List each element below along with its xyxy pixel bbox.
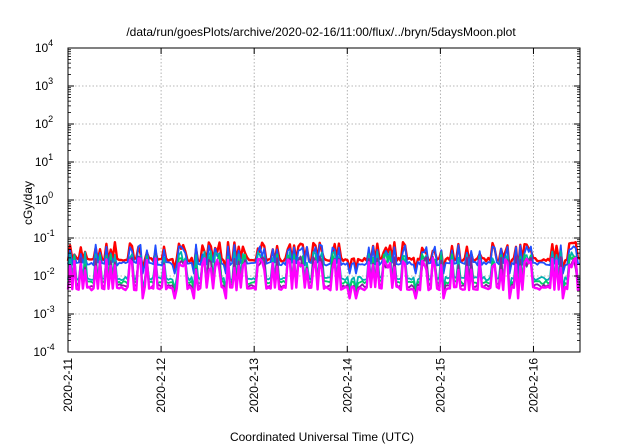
y-tick-label: 10-4	[33, 342, 54, 359]
y-tick-label: 10-2	[33, 266, 54, 283]
x-axis-label: Coordinated Universal Time (UTC)	[230, 430, 414, 444]
y-tick-label: 10-1	[33, 228, 54, 245]
y-tick-label: 100	[35, 190, 53, 207]
series-line-6	[66, 256, 581, 300]
series-line-2	[67, 243, 581, 275]
plot-frame	[67, 47, 581, 353]
x-tick-label: 2020-2-14	[340, 358, 354, 413]
x-tick-label: 2020-2-13	[247, 358, 261, 413]
axes: 10-4 10-3 10-2 10-1 100 101 102 103 104 2020-2-11…	[33, 38, 581, 413]
y-tick-label: 10-3	[33, 304, 54, 321]
x-tick-label: 2020-2-12	[154, 358, 168, 413]
grid-lines	[68, 48, 580, 352]
y-axis-label: cGy/day	[21, 181, 35, 225]
y-tick-label: 101	[35, 152, 53, 169]
x-tick-label: 2020-2-11	[61, 358, 75, 412]
x-tick-label: 2020-2-15	[433, 358, 447, 413]
y-tick-label: 104	[35, 38, 53, 55]
x-tick-label: 2020-2-16	[526, 358, 540, 413]
y-tick-label: 102	[35, 114, 53, 131]
series-layer	[66, 241, 581, 300]
chart-title: /data/run/goesPlots/archive/2020-02-16/1…	[126, 25, 516, 39]
y-tick-label: 103	[35, 76, 53, 93]
